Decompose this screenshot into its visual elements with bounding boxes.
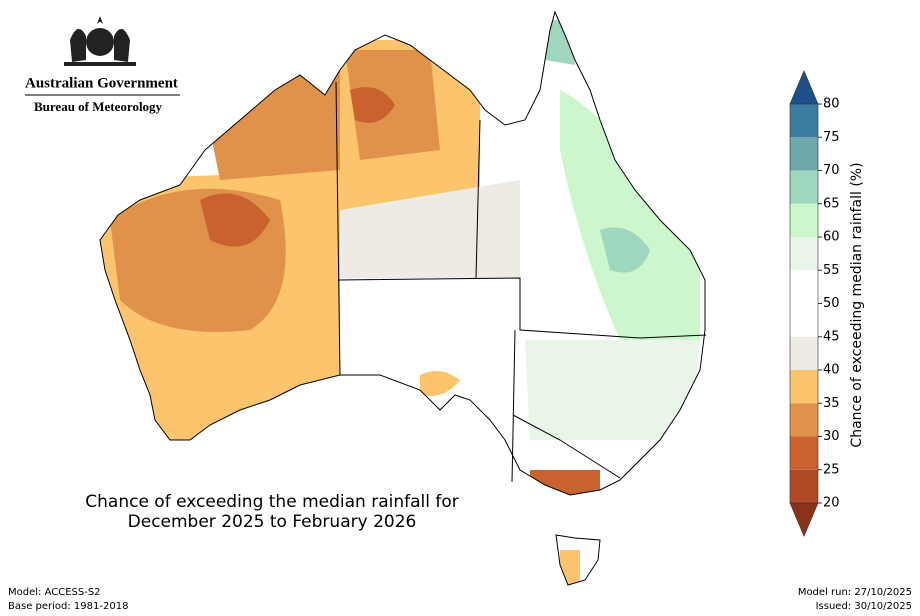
colorbar-tick-label: 35 [823, 396, 840, 411]
colorbar-bin [790, 303, 818, 337]
colorbar: 20 25 30 35 40 45 50 55 60 65 70 75 80 [789, 69, 840, 538]
map-title-line: December 2025 to February 2026 [128, 512, 417, 532]
colorbar-tick-label: 40 [823, 363, 840, 378]
colorbar-bin [790, 469, 818, 503]
colorbar-tick-label: 60 [823, 230, 840, 245]
colorbar-end [789, 69, 819, 105]
colorbar-tick-label: 20 [823, 496, 840, 511]
footer-model-run: Model run: 27/10/2025 [798, 587, 912, 598]
colorbar-bin [790, 104, 818, 138]
colorbar-tick-label: 30 [823, 429, 840, 444]
colorbar-tick-label: 45 [823, 329, 840, 344]
crest [64, 16, 136, 66]
footer-base-period: Base period: 1981-2018 [8, 601, 128, 612]
org-name: Australian Government [25, 75, 178, 91]
colorbar-tick-label: 70 [823, 163, 840, 178]
colorbar-bin [790, 370, 818, 404]
colorbar-label: Chance of exceeding median rainfall (%) [849, 162, 865, 447]
colorbar-tick-label: 55 [823, 263, 840, 278]
colorbar-tick-label: 50 [823, 296, 840, 311]
colorbar-tick-label: 25 [823, 462, 840, 477]
footer-model: Model: ACCESS-S2 [8, 587, 101, 598]
colorbar-bin [790, 336, 818, 370]
colorbar-tick-label: 75 [823, 130, 840, 145]
colorbar-tick-label: 65 [823, 196, 840, 211]
agency-name: Bureau of Meteorology [34, 99, 163, 114]
colorbar-bin [790, 237, 818, 271]
colorbar-bin [790, 203, 818, 237]
colorbar-bin [790, 170, 818, 204]
colorbar-bin [790, 137, 818, 171]
colorbar-bin [790, 270, 818, 304]
footer-issued: Issued: 30/10/2025 [816, 601, 912, 612]
colorbar-bin [790, 436, 818, 470]
colorbar-tick-label: 80 [823, 97, 840, 112]
map-title-line: Chance of exceeding the median rainfall … [85, 492, 458, 512]
colorbar-bin [790, 403, 818, 437]
colorbar-end [789, 502, 819, 538]
